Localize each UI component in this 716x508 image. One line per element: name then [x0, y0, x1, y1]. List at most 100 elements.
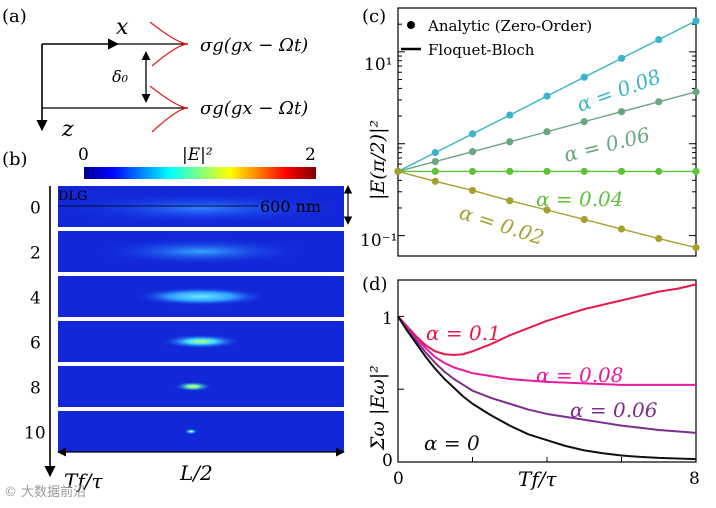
series-line [397, 283, 697, 356]
data-point [692, 88, 700, 96]
data-point [543, 128, 551, 136]
data-point [580, 118, 588, 126]
data-point [617, 225, 626, 233]
legend-floquet: Floquet-Bloch [428, 41, 535, 59]
data-point [468, 130, 477, 138]
panel-d-xlabel: Tf/τ [518, 467, 557, 491]
data-point [580, 73, 588, 81]
colorbar-label: |E|² [182, 145, 213, 165]
x-tick-label: 8 [689, 469, 700, 489]
series-label: α = 0.06 [570, 398, 658, 422]
field-map-rows: 0 2 4 6 8 10 [24, 186, 344, 452]
data-point [506, 197, 514, 205]
data-point [431, 149, 439, 157]
panel-c: (c) Analytic (Zero-Order) Floquet-Bloch … [360, 6, 700, 257]
rail-top-profile [149, 21, 189, 67]
dlg-label: DLG [58, 189, 87, 204]
series-label: α = 0.08 [536, 363, 624, 387]
data-point [543, 206, 551, 214]
series-line [397, 315, 697, 434]
panel-d-series [397, 283, 697, 461]
panel-b: (b) 0 |E|² 2 0 2 4 6 8 10 DLG 600 nm L/2 Tf/τ… [2, 145, 353, 500]
series-label: α = 0.08 [574, 64, 664, 116]
watermark: © 大数据前沿 [4, 484, 86, 500]
data-point [431, 167, 439, 175]
y-tick-label: 10¹ [364, 55, 392, 75]
field-intensity-spot [174, 381, 212, 392]
series-line [397, 315, 696, 386]
row-label: 2 [30, 244, 41, 264]
data-point [580, 215, 588, 224]
data-point [506, 167, 514, 175]
data-point [655, 234, 663, 243]
row-label: 4 [30, 289, 41, 309]
data-point [655, 167, 663, 175]
spacing-label: δ₀ [112, 67, 129, 86]
scale-bar-label: 600 nm [260, 197, 321, 216]
half-length-label: L/2 [179, 461, 213, 485]
data-point [468, 167, 477, 175]
panel-d-label: (d) [362, 274, 388, 295]
z-axis-label: z [61, 117, 74, 142]
x-tick-label: 0 [393, 469, 404, 489]
row-label: 6 [30, 334, 41, 354]
series-label: α = 0.02 [456, 200, 547, 250]
field-intensity-spot [136, 287, 266, 306]
colorbar [84, 167, 316, 179]
colorbar-min: 0 [78, 145, 89, 165]
data-point [692, 244, 700, 252]
panel-d: (d) 1 0 0 8 Tf/τ Σω |Eω|² α = 0.1 α = 0.… [362, 274, 700, 491]
panel-b-label: (b) [2, 149, 28, 170]
panel-c-label: (c) [362, 6, 386, 27]
rail-label-top: σg(gx − Ωt) [200, 35, 308, 56]
data-point [394, 167, 402, 175]
data-point [431, 177, 439, 185]
y-tick-label: 1 [382, 309, 393, 329]
field-intensity-spot [96, 238, 306, 265]
row-label: 0 [30, 199, 41, 219]
row-label: 8 [30, 379, 41, 399]
colorbar-max: 2 [305, 145, 316, 165]
data-point [506, 111, 514, 119]
x-axis-label: x [116, 15, 129, 40]
panel-d-ticks [397, 315, 697, 463]
data-point [617, 167, 626, 175]
data-point [431, 157, 439, 166]
series-label: α = 0.04 [536, 187, 624, 211]
data-point [506, 138, 514, 146]
field-intensity-spot [161, 334, 241, 349]
data-point [543, 92, 551, 100]
y-tick-label: 10⁻¹ [360, 231, 397, 251]
panel-c-frame [397, 7, 697, 257]
data-point [617, 54, 626, 62]
series-label: α = 0.1 [426, 321, 501, 345]
time-axis-label: Tf/τ [64, 469, 103, 493]
legend-analytic: Analytic (Zero-Order) [427, 17, 592, 35]
field-intensity-spot [184, 428, 198, 435]
legend-dot-marker [407, 21, 415, 29]
data-point [580, 167, 588, 175]
panel-a-label: (a) [2, 6, 27, 27]
rail-label-bottom: σg(gx − Ωt) [200, 98, 308, 119]
series-line [397, 315, 697, 461]
panel-c-series [394, 17, 700, 252]
rail-bottom-profile [149, 85, 189, 133]
field-intensity-spot [61, 193, 341, 224]
field-row [58, 411, 344, 452]
data-point [692, 17, 700, 25]
panel-c-ylabel: |E(π/2)|² [367, 120, 389, 200]
data-point [655, 98, 663, 106]
data-point [655, 35, 663, 44]
data-point [468, 186, 477, 195]
data-point [543, 167, 551, 175]
row-label: 10 [24, 424, 46, 444]
data-point [692, 167, 700, 175]
y-tick-label: 0 [382, 451, 393, 471]
data-point [468, 148, 477, 156]
panel-a: (a) x z δ₀ σg(gx − Ωt) σg(gx − Ωt) [2, 6, 308, 142]
series-label: α = 0 [424, 431, 480, 455]
data-point [617, 108, 626, 116]
panel-d-ylabel: Σω |Eω|² [367, 365, 389, 451]
series-label: α = 0.06 [561, 122, 652, 167]
